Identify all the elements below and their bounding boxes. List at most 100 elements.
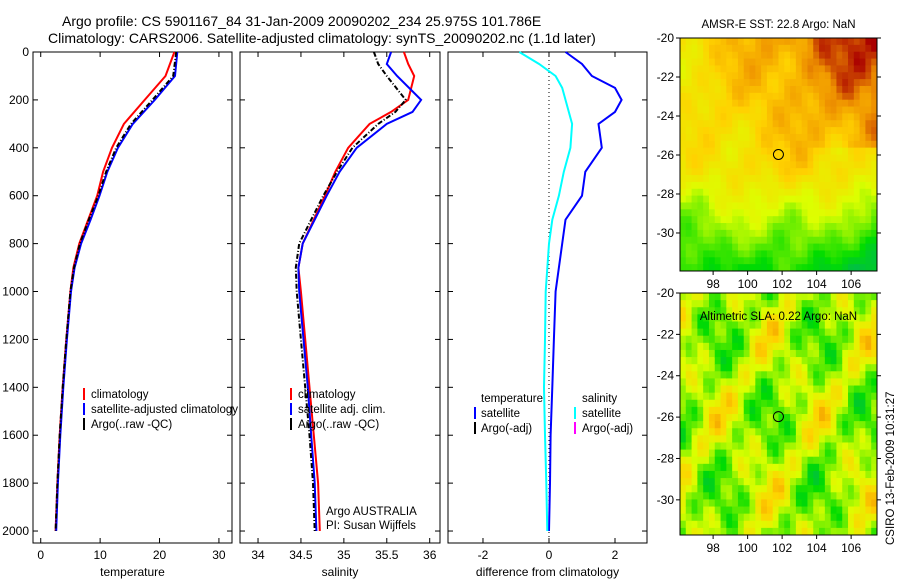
map-cell — [726, 202, 733, 210]
map-cell — [795, 188, 803, 197]
map-cell — [790, 520, 797, 529]
map-cell — [836, 300, 843, 308]
map-cell — [807, 264, 814, 272]
map-cell — [772, 414, 779, 422]
map-cell — [772, 307, 779, 315]
map-cell — [871, 307, 878, 315]
map-cell — [743, 243, 751, 251]
map-cell — [680, 328, 687, 337]
map-cell — [737, 243, 745, 251]
map-cell — [778, 527, 785, 536]
legend-label: satellite — [582, 408, 621, 420]
map-cell — [749, 175, 756, 183]
map-cell — [685, 463, 693, 472]
map-cell — [749, 195, 756, 203]
x-tick-label: 2 — [612, 548, 619, 562]
map-cell — [772, 38, 779, 46]
map-cell — [859, 188, 866, 197]
map-cell — [795, 147, 803, 155]
map-cell — [749, 456, 756, 465]
map-cell — [853, 293, 861, 301]
map-cell — [697, 92, 704, 101]
map-cell — [824, 293, 832, 301]
map-cell — [691, 414, 698, 422]
map-cell — [766, 442, 774, 451]
map-cell — [703, 264, 710, 272]
map-cell — [865, 79, 872, 87]
map-cell — [680, 216, 687, 224]
map-cell — [680, 44, 687, 53]
map-cell — [766, 229, 774, 238]
map-cell — [703, 161, 710, 169]
map-cell — [836, 133, 843, 142]
legend-swatch — [83, 403, 85, 415]
map-cell — [824, 209, 832, 217]
map-cell — [865, 106, 872, 114]
map-cell — [819, 414, 826, 422]
legend-swatch — [574, 407, 576, 419]
map-cell — [737, 371, 745, 379]
map-cell — [836, 181, 843, 190]
map-cell — [761, 307, 768, 315]
map-cell — [697, 38, 704, 46]
map-cell — [691, 209, 698, 217]
map-cell — [801, 65, 808, 73]
map-cell — [784, 349, 791, 358]
map-cell — [795, 243, 803, 251]
map-cell — [720, 456, 727, 465]
map-cell — [772, 65, 779, 73]
map-cell — [795, 154, 803, 162]
map-cell — [865, 250, 872, 258]
map-cell — [795, 321, 803, 330]
map-cell — [685, 399, 693, 408]
map-cell — [766, 44, 774, 53]
map-cell — [680, 257, 687, 265]
map-cell — [853, 120, 861, 128]
map-cell — [807, 188, 814, 197]
map-cell — [737, 364, 745, 372]
map-cell — [819, 342, 826, 351]
map-cell — [795, 58, 803, 66]
map-cell — [801, 414, 808, 422]
map-cell — [685, 456, 693, 465]
map-cell — [708, 195, 716, 203]
map-cell — [778, 499, 785, 508]
map-cell — [778, 470, 785, 479]
map-cell — [743, 349, 751, 358]
map-cell — [761, 147, 768, 155]
map-cell — [726, 428, 733, 436]
map-cell — [848, 442, 855, 451]
map-cell — [766, 300, 774, 308]
map-cell — [766, 250, 774, 258]
map-cell — [836, 478, 843, 486]
map-cell — [720, 58, 727, 66]
map-cell — [824, 65, 832, 73]
map-cell — [795, 342, 803, 351]
map-cell — [743, 399, 751, 408]
map-cell — [824, 161, 832, 169]
map-cell — [842, 51, 849, 60]
map-cell — [819, 314, 826, 322]
map-cell — [778, 435, 785, 443]
map-cell — [772, 321, 779, 330]
map-cell — [848, 106, 855, 114]
map-cell — [766, 307, 774, 315]
map-cell — [790, 293, 797, 301]
map-cell — [772, 51, 779, 60]
map-cell — [871, 513, 878, 522]
map-cell — [708, 342, 716, 351]
map-cell — [708, 72, 716, 80]
map-cell — [714, 513, 722, 522]
map-cell — [732, 257, 739, 265]
map-cell — [871, 44, 878, 53]
map-cell — [697, 72, 704, 80]
map-cell — [871, 478, 878, 486]
map-cell — [749, 392, 756, 401]
map-cell — [708, 456, 716, 465]
map-cell — [680, 293, 687, 301]
map-cell — [819, 140, 826, 149]
map-cell — [703, 44, 710, 53]
map-cell — [755, 470, 762, 479]
map-cell — [842, 349, 849, 358]
map-cell — [749, 307, 756, 315]
